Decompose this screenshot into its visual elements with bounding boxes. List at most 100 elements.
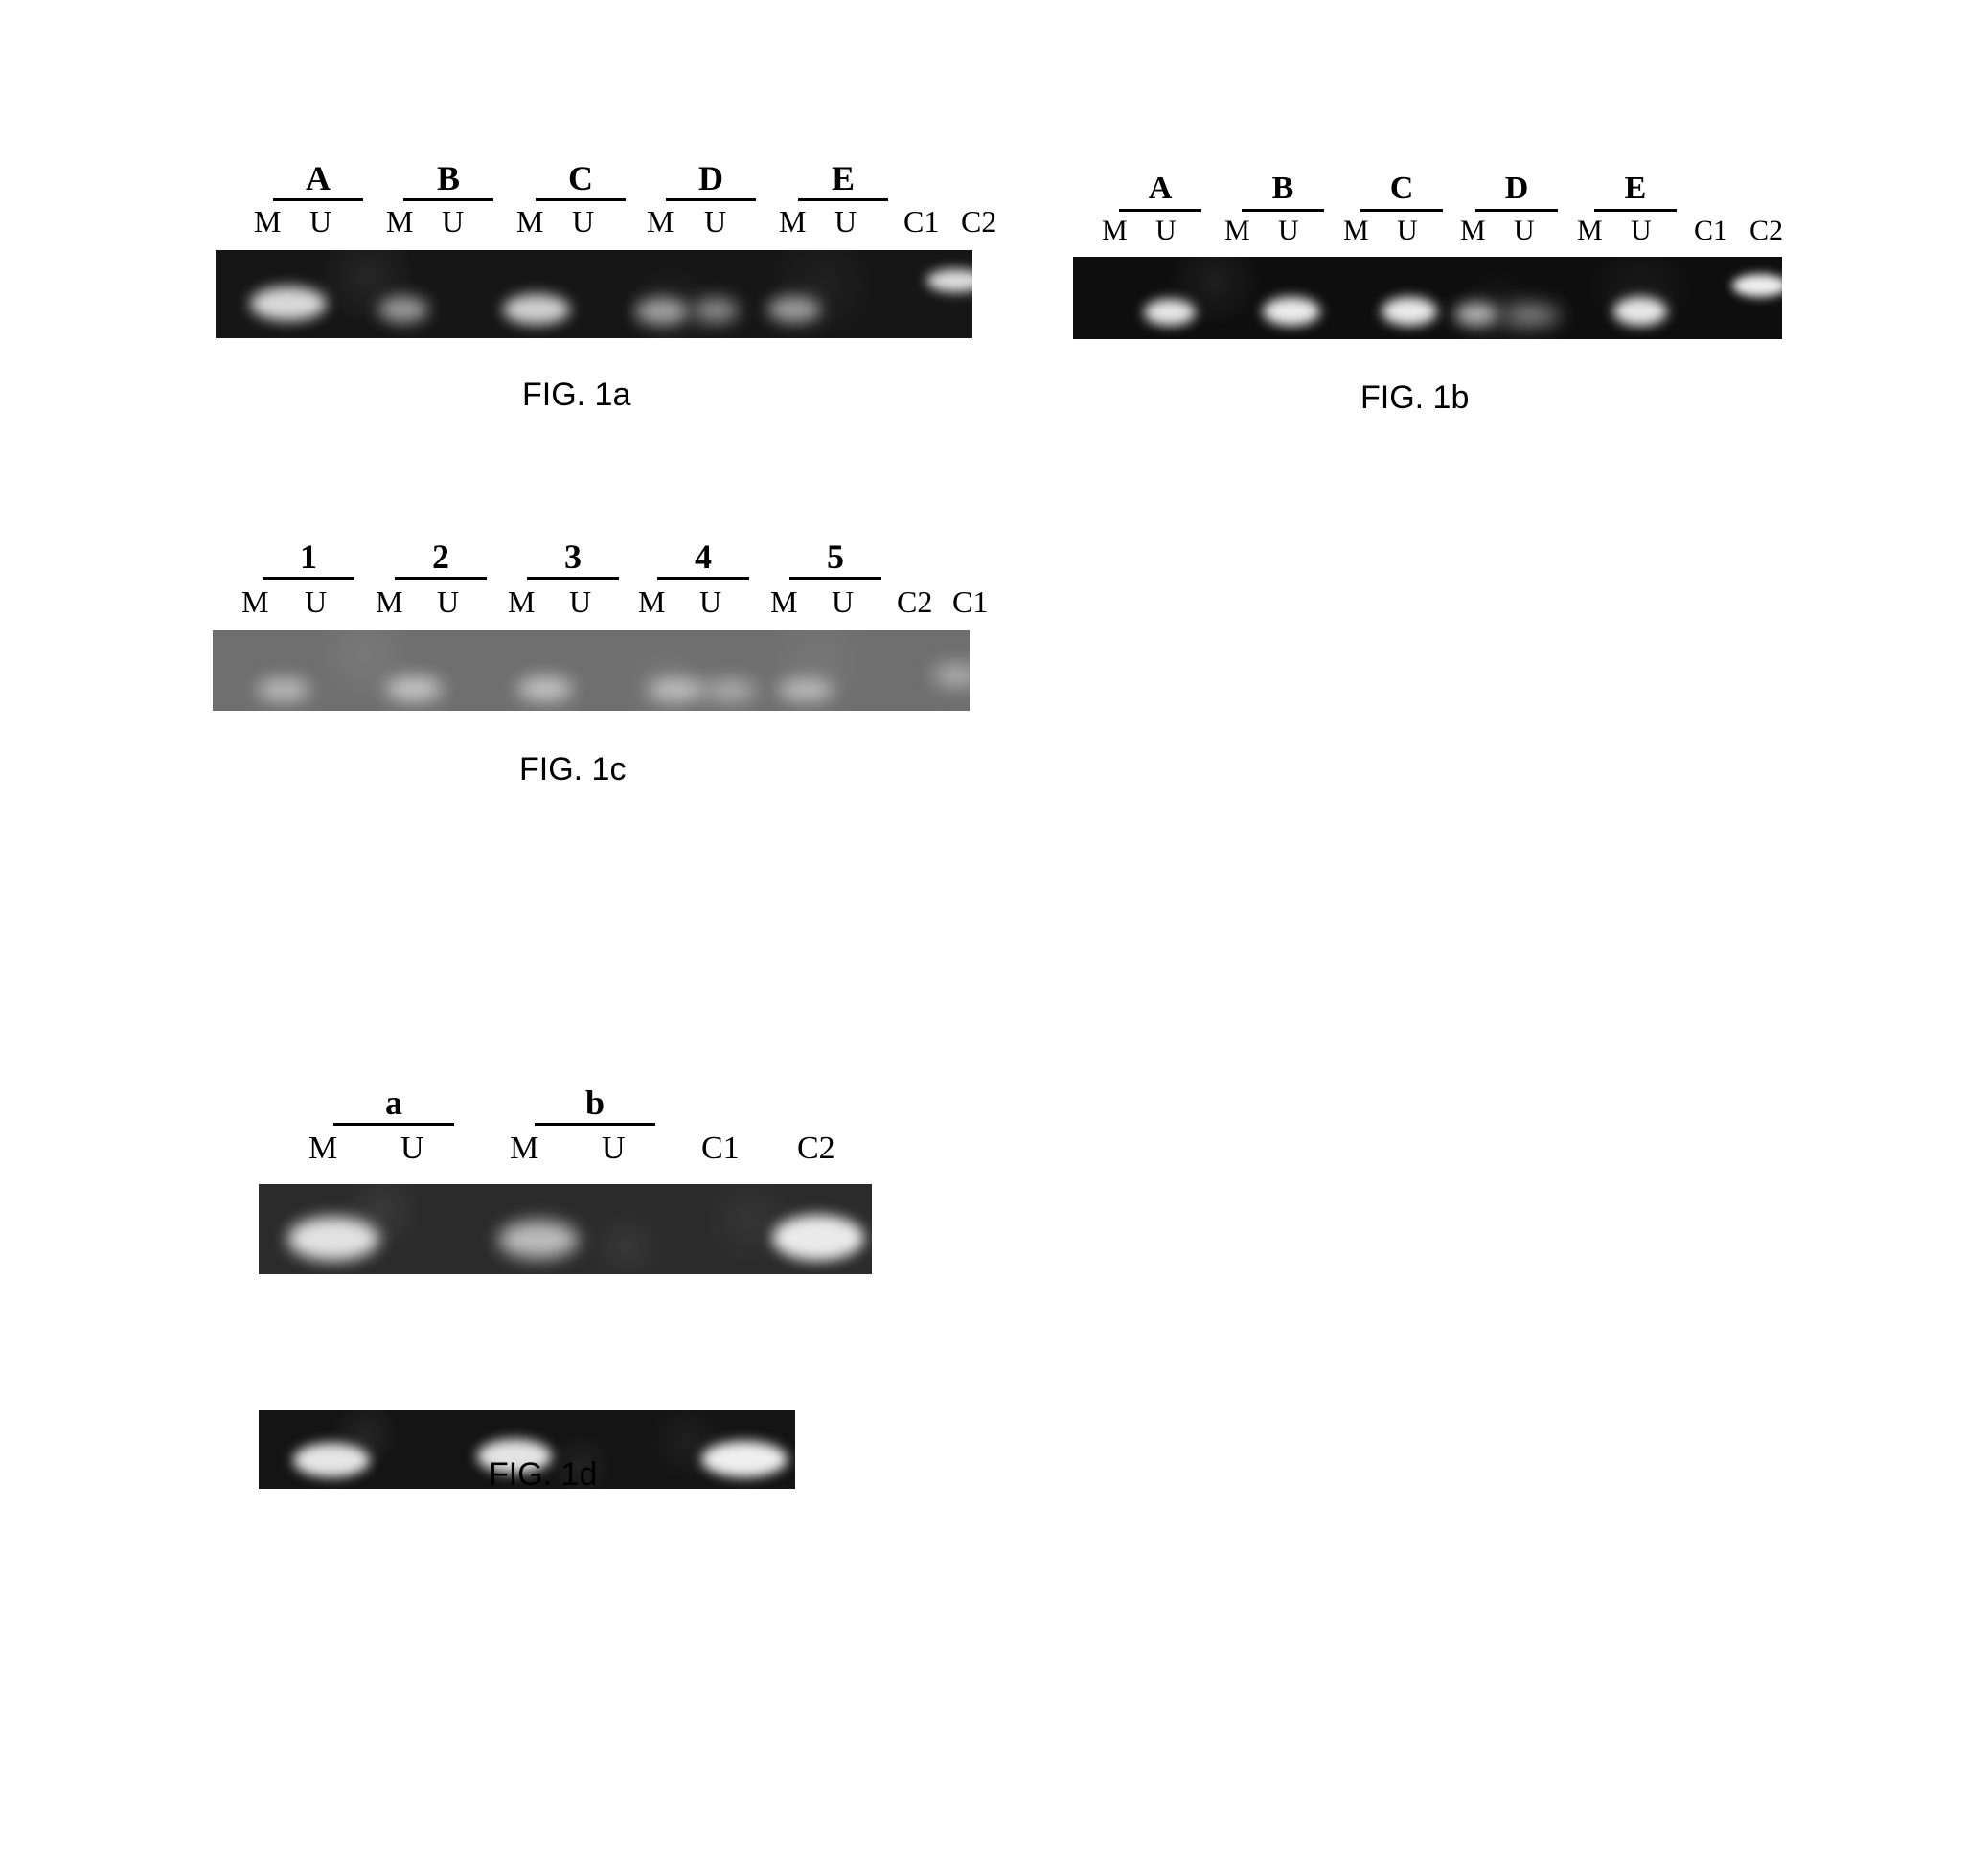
group-underline	[395, 577, 487, 580]
group-underline	[273, 198, 363, 201]
figure-caption: FIG. 1b	[1360, 379, 1469, 417]
gel-band	[503, 294, 570, 325]
group-label: 3	[527, 537, 619, 577]
figure-caption: FIG. 1a	[522, 377, 630, 414]
gel-image	[259, 1184, 872, 1274]
gel-band	[1263, 297, 1320, 326]
gel-band	[1613, 297, 1667, 326]
lane-label: U	[699, 584, 721, 620]
group-underline	[1360, 209, 1443, 212]
gel-band	[517, 676, 573, 701]
lane-label: U	[602, 1131, 626, 1167]
lane-label: U	[1514, 215, 1535, 247]
group-underline	[798, 198, 888, 201]
group-label: 5	[789, 537, 881, 577]
lane-label: U	[569, 584, 591, 620]
lane-label: C1	[701, 1131, 740, 1167]
panel-fig1b: ABCDEMUMUMUMUMUC1C2FIG. 1b	[1073, 171, 1782, 429]
group-label: E	[798, 158, 888, 198]
group-label: C	[1360, 171, 1443, 207]
lane-label: M	[1577, 215, 1603, 247]
gel-noise	[213, 630, 970, 711]
lane-label: C2	[1749, 215, 1783, 247]
lane-label: M	[508, 584, 535, 620]
lane-label: U	[1631, 215, 1652, 247]
group-label: C	[536, 158, 626, 198]
lane-label: C1	[1694, 215, 1727, 247]
group-label: 4	[657, 537, 749, 577]
group-underline	[666, 198, 756, 201]
group-underline	[333, 1123, 454, 1126]
lane-label: C1	[903, 204, 939, 240]
lane-label: C2	[961, 204, 996, 240]
group-label: b	[535, 1083, 655, 1123]
gel-band	[385, 676, 443, 701]
panel-fig1a: ABCDEMUMUMUMUMUC1C2FIG. 1a	[216, 158, 972, 426]
gel-band	[250, 286, 327, 321]
gel-band	[498, 1221, 579, 1259]
group-label: 1	[263, 537, 354, 577]
group-label: E	[1594, 171, 1677, 207]
gel-band	[1454, 303, 1498, 326]
group-underline	[1119, 209, 1201, 212]
gel-image	[213, 630, 970, 711]
gel-band	[703, 680, 757, 701]
group-label: D	[1475, 171, 1558, 207]
lane-label: M	[1343, 215, 1369, 247]
lane-label: M	[1224, 215, 1250, 247]
gel-band	[1382, 297, 1437, 326]
gel-noise	[1073, 257, 1782, 339]
lane-label: M	[1102, 215, 1128, 247]
lane-label: M	[386, 204, 413, 240]
gel-band	[701, 1441, 788, 1477]
gel-band	[648, 678, 705, 701]
lane-label: M	[1460, 215, 1486, 247]
gel-band	[293, 1443, 370, 1477]
group-label: A	[273, 158, 363, 198]
lane-label: U	[704, 204, 726, 240]
group-underline	[1594, 209, 1677, 212]
lane-label: M	[376, 584, 402, 620]
lane-label: U	[832, 584, 854, 620]
gel-band	[635, 298, 689, 325]
lane-label: M	[516, 204, 543, 240]
gel-band	[1502, 305, 1560, 326]
lane-label: M	[779, 204, 806, 240]
group-underline	[1242, 209, 1324, 212]
lane-label: C1	[952, 584, 988, 620]
lane-label: U	[400, 1131, 424, 1167]
lane-label: C2	[897, 584, 932, 620]
lane-label: M	[308, 1131, 337, 1167]
gel-noise	[216, 250, 972, 338]
lane-label: C2	[797, 1131, 835, 1167]
group-label: A	[1119, 171, 1201, 207]
gel-band	[772, 1215, 864, 1261]
lane-label: M	[510, 1131, 538, 1167]
group-underline	[535, 1123, 655, 1126]
group-underline	[536, 198, 626, 201]
lane-label: M	[254, 204, 281, 240]
panel-fig1d: abMUMUC1C2FIG. 1d	[259, 1083, 872, 1533]
gel-band	[1732, 274, 1782, 297]
gel-image	[216, 250, 972, 338]
gel-band	[767, 296, 821, 323]
group-underline	[1475, 209, 1558, 212]
group-label: a	[333, 1083, 454, 1123]
group-underline	[263, 577, 354, 580]
lane-label: U	[1278, 215, 1299, 247]
group-label: D	[666, 158, 756, 198]
panel-fig1c: 12345MUMUMUMUMUC2C1FIG. 1c	[213, 537, 970, 805]
group-underline	[403, 198, 493, 201]
figure-caption: FIG. 1c	[519, 751, 626, 788]
lane-label: M	[647, 204, 674, 240]
lane-label: U	[442, 204, 464, 240]
lane-label: U	[305, 584, 327, 620]
lane-label: U	[572, 204, 594, 240]
gel-band	[257, 678, 310, 701]
lane-label: U	[1397, 215, 1418, 247]
figure-caption: FIG. 1d	[489, 1456, 597, 1494]
gel-band	[778, 678, 834, 701]
lane-label: M	[638, 584, 665, 620]
lane-label: U	[834, 204, 857, 240]
group-underline	[527, 577, 619, 580]
